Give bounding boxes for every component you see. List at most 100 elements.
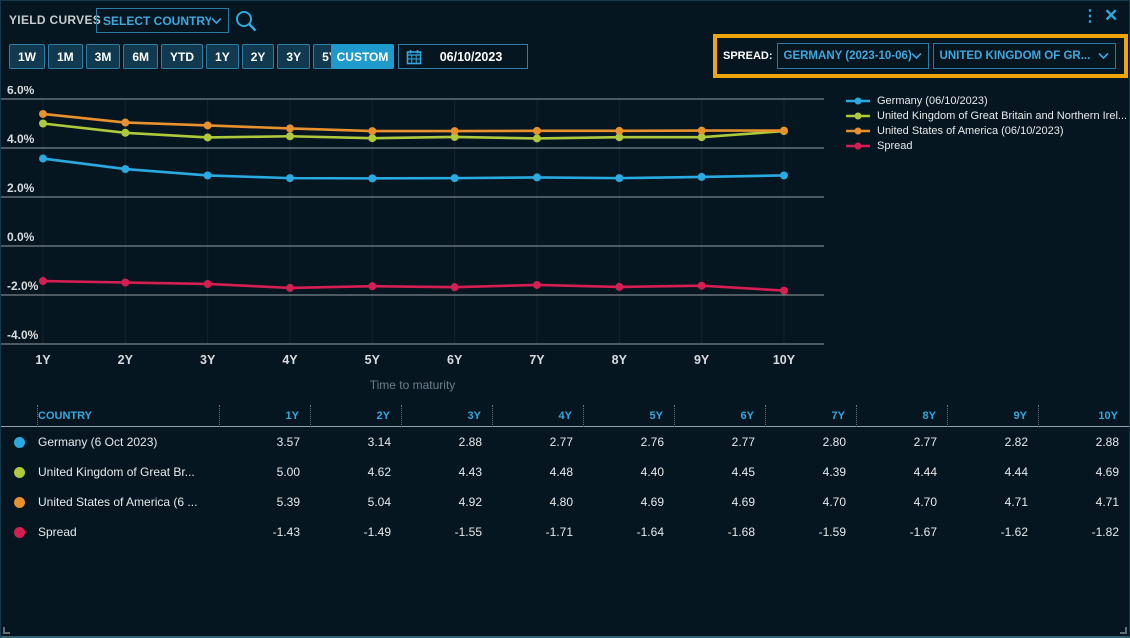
series-color-dot xyxy=(1,496,38,508)
custom-range-button[interactable]: CUSTOM xyxy=(331,44,394,69)
yield-value: 4.44 xyxy=(913,465,937,479)
series-color-dot xyxy=(1,526,38,538)
svg-text:6.0%: 6.0% xyxy=(7,86,35,97)
yield-value: 2.77 xyxy=(913,435,937,449)
spread-label: SPREAD: xyxy=(723,50,773,62)
table-body: Germany (6 Oct 2023) 3.57 3.14 2.88 2.77 2.76… xyxy=(1,427,1129,547)
spread-selector-highlight: SPREAD: GERMANY (2023-10-06) UNITED KING… xyxy=(713,34,1128,78)
spread-right-dropdown[interactable]: UNITED KINGDOM OF GR... xyxy=(932,43,1116,69)
column-header-10y[interactable]: 10Y xyxy=(1039,405,1129,427)
yield-value: 4.43 xyxy=(458,465,482,479)
yield-value: 2.77 xyxy=(731,435,755,449)
yield-value: 2.88 xyxy=(1095,435,1119,449)
yield-value: 4.45 xyxy=(731,465,755,479)
table-row[interactable]: United States of America (6 ... 5.39 5.04 4… xyxy=(1,487,1129,517)
yield-value: 4.69 xyxy=(1095,465,1119,479)
table-row[interactable]: Spread -1.43 -1.49 -1.55 -1.71 -1.64 -1.68 -1.5… xyxy=(1,517,1129,547)
range-button-1y[interactable]: 1Y xyxy=(206,44,239,69)
chevron-down-icon xyxy=(1097,52,1109,60)
legend-label: United Kingdom of Great Britain and Nort… xyxy=(877,109,1128,122)
chart-legend: Germany (06/10/2023) United Kingdom of Gr… xyxy=(846,93,1129,153)
range-button-2y[interactable]: 2Y xyxy=(241,44,275,69)
yield-value: -1.62 xyxy=(1000,525,1028,539)
svg-text:7Y: 7Y xyxy=(529,353,545,367)
svg-text:0.0%: 0.0% xyxy=(7,230,35,244)
series-color-dot xyxy=(1,466,38,478)
range-button-1m[interactable]: 1M xyxy=(48,44,83,69)
svg-text:2.0%: 2.0% xyxy=(7,181,35,195)
svg-text:1Y: 1Y xyxy=(35,353,51,367)
legend-item[interactable]: United Kingdom of Great Britain and Nort… xyxy=(846,108,1129,123)
yield-value: 4.39 xyxy=(822,465,846,479)
kebab-menu-icon[interactable]: ⋮ xyxy=(1082,8,1098,25)
yield-value: 4.40 xyxy=(640,465,664,479)
spread-left-value: GERMANY (2023-10-06) xyxy=(783,50,911,62)
column-header-2y[interactable]: 2Y xyxy=(311,405,402,427)
range-button-1w[interactable]: 1W xyxy=(9,44,45,69)
select-country-value: SELECT COUNTRY xyxy=(103,13,212,28)
legend-marker-icon xyxy=(846,112,870,119)
yield-value: 4.69 xyxy=(640,495,664,509)
legend-marker-icon xyxy=(846,97,870,104)
search-icon[interactable] xyxy=(234,9,258,37)
x-axis-title: Time to maturity xyxy=(369,378,456,392)
legend-label: Germany (06/10/2023) xyxy=(877,94,988,107)
range-button-3y[interactable]: 3Y xyxy=(277,44,311,69)
yield-value: 4.62 xyxy=(367,465,391,479)
calendar-icon xyxy=(406,49,422,64)
column-header-country[interactable]: COUNTRY xyxy=(38,405,220,427)
column-header-5y[interactable]: 5Y xyxy=(584,405,675,427)
legend-item[interactable]: United States of America (06/10/2023) xyxy=(846,123,1129,138)
spread-left-dropdown[interactable]: GERMANY (2023-10-06) xyxy=(776,43,929,69)
legend-label: Spread xyxy=(877,139,913,152)
spread-right-value: UNITED KINGDOM OF GR... xyxy=(939,50,1091,62)
yield-value: -1.43 xyxy=(272,525,300,539)
column-header-3y[interactable]: 3Y xyxy=(402,405,493,427)
yield-value: 4.70 xyxy=(913,495,937,509)
header-dot-spacer xyxy=(1,405,38,427)
column-header-6y[interactable]: 6Y xyxy=(675,405,766,427)
yield-value: 4.92 xyxy=(458,495,482,509)
column-header-8y[interactable]: 8Y xyxy=(857,405,948,427)
yield-table: COUNTRY 1Y 2Y 3Y 4Y 5Y 6Y 7Y 8Y 9Y 10Y Germany (6 … xyxy=(1,405,1129,547)
column-header-9y[interactable]: 9Y xyxy=(948,405,1039,427)
country-label: United Kingdom of Great Br... xyxy=(38,465,195,479)
yield-value: 4.70 xyxy=(822,495,846,509)
yield-value: 4.48 xyxy=(549,465,573,479)
resize-grip-left[interactable] xyxy=(3,627,10,634)
svg-text:6Y: 6Y xyxy=(447,353,463,367)
date-picker[interactable]: 06/10/2023 xyxy=(398,44,528,69)
range-button-6m[interactable]: 6M xyxy=(123,44,159,69)
table-row[interactable]: Germany (6 Oct 2023) 3.57 3.14 2.88 2.77 2.76… xyxy=(1,427,1129,457)
yield-value: 2.77 xyxy=(549,435,573,449)
svg-text:4Y: 4Y xyxy=(282,353,298,367)
yield-value: 4.71 xyxy=(1004,495,1028,509)
close-icon[interactable]: ✕ xyxy=(1104,6,1119,25)
yield-value: 2.88 xyxy=(458,435,482,449)
yield-value: -1.49 xyxy=(363,525,391,539)
yield-value: -1.68 xyxy=(727,525,755,539)
range-button-3m[interactable]: 3M xyxy=(85,44,121,69)
column-header-7y[interactable]: 7Y xyxy=(766,405,857,427)
column-header-4y[interactable]: 4Y xyxy=(493,405,584,427)
svg-text:5Y: 5Y xyxy=(365,353,381,367)
svg-text:-2.0%: -2.0% xyxy=(7,279,39,293)
yield-value: 5.39 xyxy=(276,495,300,509)
range-button-ytd[interactable]: YTD xyxy=(161,44,204,69)
yield-value: -1.71 xyxy=(545,525,573,539)
country-label: Spread xyxy=(38,525,77,539)
column-header-1y[interactable]: 1Y xyxy=(220,405,311,427)
legend-item[interactable]: Spread xyxy=(846,138,1129,153)
resize-grip-right[interactable] xyxy=(1120,627,1127,634)
yield-value: -1.67 xyxy=(909,525,937,539)
range-buttons: 1W 1M 3M 6M YTD 1Y 2Y 3Y 5Y xyxy=(9,44,346,69)
legend-item[interactable]: Germany (06/10/2023) xyxy=(846,93,1129,108)
yield-value: -1.64 xyxy=(636,525,664,539)
yield-value: 2.82 xyxy=(1004,435,1028,449)
series-color-dot xyxy=(1,436,38,448)
table-row[interactable]: United Kingdom of Great Br... 5.00 4.62 4.4… xyxy=(1,457,1129,487)
yield-value: 5.04 xyxy=(367,495,391,509)
select-country-dropdown[interactable]: SELECT COUNTRY xyxy=(96,8,229,33)
yield-value: 4.44 xyxy=(1004,465,1028,479)
chevron-down-icon xyxy=(211,17,222,24)
